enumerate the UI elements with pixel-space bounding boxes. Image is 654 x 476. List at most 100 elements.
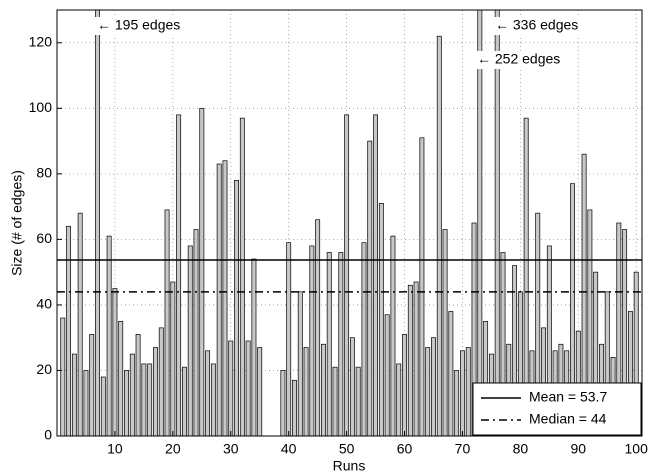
bar: [118, 320, 124, 436]
bar: [321, 343, 326, 436]
bar: [570, 183, 575, 436]
bar: [245, 340, 251, 436]
bar: [541, 327, 546, 436]
y-tick-label: 100: [29, 99, 53, 115]
bar: [164, 209, 170, 436]
bar: [176, 114, 182, 436]
bar: [89, 334, 95, 436]
bar: [222, 160, 228, 436]
bar: [170, 281, 176, 436]
bar: [465, 347, 471, 436]
bar: [593, 271, 599, 436]
bar: [83, 370, 89, 436]
bar: [297, 291, 303, 436]
bar: [494, 10, 500, 436]
bar: [373, 114, 378, 436]
y-tick-label: 0: [44, 427, 52, 443]
bar: [535, 212, 541, 436]
bar: [407, 284, 413, 436]
x-tick-label: 20: [165, 441, 181, 457]
legend-label: Mean = 53.7: [529, 389, 607, 405]
bar: [425, 347, 431, 436]
bar: [633, 271, 639, 436]
bar: [280, 370, 286, 436]
x-tick-label: 80: [513, 441, 529, 457]
annotation-bg: [475, 51, 577, 69]
bar: [71, 353, 77, 436]
bar: [361, 242, 367, 436]
y-tick-label: 40: [36, 296, 52, 312]
bar: [95, 10, 100, 436]
annotation: ← 195 edges: [97, 17, 180, 33]
bar: [100, 376, 106, 436]
bar: [286, 242, 292, 436]
bar: [326, 252, 332, 436]
bar: [402, 334, 407, 436]
bar: [228, 340, 234, 436]
bar: [587, 209, 593, 436]
bar: [66, 225, 72, 436]
bar: [523, 117, 529, 436]
bar: [181, 366, 187, 436]
x-tick-label: 90: [570, 441, 586, 457]
legend-label: Median = 44: [529, 411, 607, 427]
bar: [355, 366, 361, 436]
legend: [472, 382, 642, 436]
bar: [500, 252, 506, 436]
bar: [460, 350, 465, 436]
bar: [60, 317, 66, 436]
annotation-bg: [95, 17, 197, 35]
y-tick-label: 20: [36, 361, 52, 377]
annotation-bg: [493, 17, 595, 35]
x-tick-label: 30: [223, 441, 239, 457]
x-tick-label: 10: [107, 441, 123, 457]
bar: [477, 10, 483, 436]
bar: [344, 114, 350, 436]
bar: [309, 245, 315, 436]
bar: [251, 258, 257, 436]
bar: [315, 219, 321, 436]
bar: [199, 107, 205, 436]
bar: [216, 163, 222, 436]
y-axis-label: Size (# of edges): [9, 170, 25, 276]
x-tick-label: 100: [625, 441, 649, 457]
bar: [367, 140, 373, 436]
bar: [604, 291, 610, 436]
bar: [581, 153, 587, 436]
bar: [112, 288, 118, 436]
bar: [292, 379, 297, 436]
x-axis-label: Runs: [333, 458, 366, 474]
bar: [257, 347, 263, 436]
bar: [205, 350, 211, 436]
bar: [349, 337, 355, 436]
bar: [234, 180, 239, 436]
plot-frame: [56, 9, 643, 437]
annotation: ← 252 edges: [477, 51, 560, 67]
bar: [396, 363, 402, 436]
bar: [153, 347, 158, 436]
bar: [616, 222, 622, 436]
bar: [106, 235, 112, 436]
bar: [390, 235, 396, 436]
bar: [512, 265, 518, 436]
bar: [622, 229, 628, 436]
bar: [141, 363, 147, 436]
x-tick-label: 40: [281, 441, 297, 457]
bar: [471, 222, 477, 436]
x-tick-label: 60: [397, 441, 413, 457]
bar: [129, 353, 135, 436]
bar: [124, 370, 129, 436]
bar: [303, 347, 309, 436]
bar: [413, 281, 419, 436]
bar: [338, 252, 344, 436]
y-tick-label: 120: [29, 33, 53, 49]
bar: [147, 363, 153, 436]
bar: [77, 212, 83, 436]
y-tick-label: 80: [36, 165, 52, 181]
bar: [210, 363, 216, 436]
bar: [158, 327, 164, 436]
bar: [187, 245, 193, 436]
bar: [448, 311, 454, 436]
y-tick-label: 60: [36, 230, 52, 246]
